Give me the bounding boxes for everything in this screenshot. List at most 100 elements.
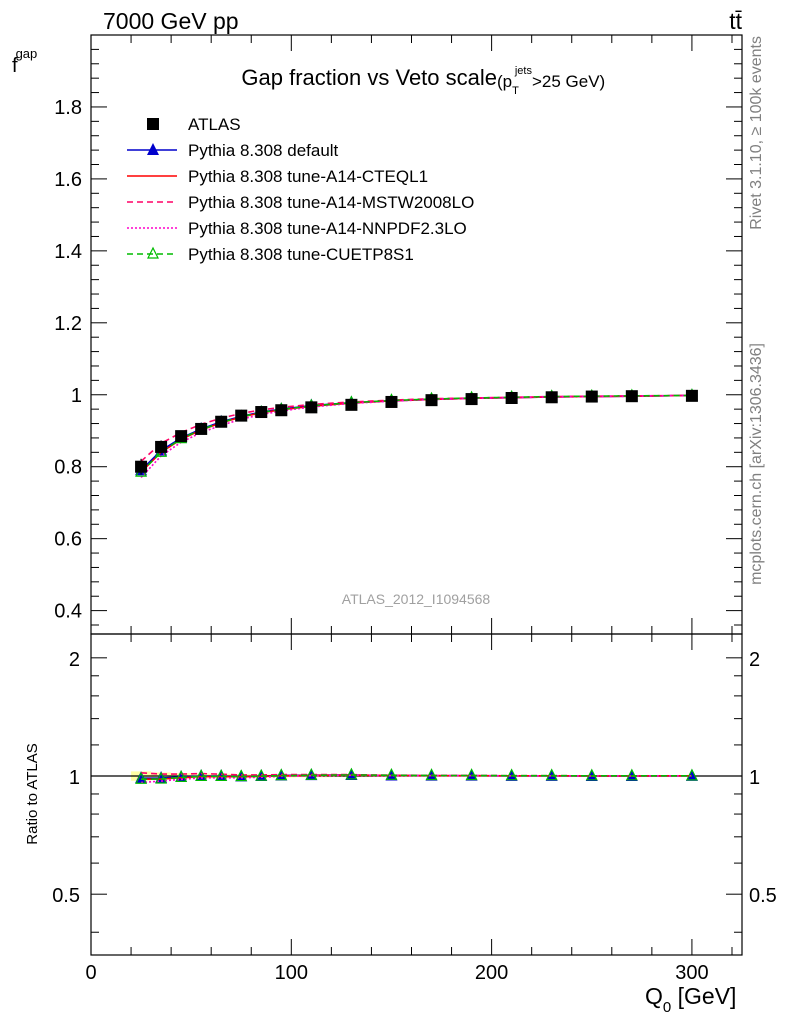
ratio-axis-label: Ratio to ATLAS: [24, 743, 41, 844]
series-3: [140, 394, 692, 462]
atlas-data-point: [385, 395, 398, 408]
atlas-data-point: [175, 430, 188, 443]
atlas-data-point: [215, 415, 228, 428]
series-1: [135, 388, 698, 476]
ratio-marker: [135, 771, 148, 784]
atlas-data-point: [235, 409, 248, 422]
ratio-marker: [385, 767, 398, 780]
atlas-data-point: [685, 389, 698, 402]
ratio-marker: [465, 768, 478, 781]
legend-item: Pythia 8.308 tune-A14-CTEQL1: [127, 167, 428, 186]
energy-label: 7000 GeV pp: [103, 8, 239, 34]
y-axis-label: fgap: [12, 46, 37, 77]
y-tick-label: 0.6: [54, 529, 82, 551]
series-line: [140, 394, 692, 471]
atlas-data-point: [195, 422, 208, 435]
legend-item: Pythia 8.308 tune-A14-NNPDF2.3LO: [127, 219, 467, 238]
ratio-marker: [625, 769, 638, 782]
chart-title-cut: (pTjets>25 GeV): [497, 65, 605, 97]
legend-label: ATLAS: [188, 115, 241, 134]
ratio-marker: [305, 767, 318, 780]
ratio-marker: [585, 768, 598, 781]
ratio-marker: [275, 768, 288, 781]
ratio-marker: [625, 768, 638, 781]
y-tick-label: 1.8: [54, 97, 82, 119]
legend-label: Pythia 8.308 tune-A14-MSTW2008LO: [188, 193, 474, 212]
series-2: [140, 394, 692, 473]
ratio-series-5: [135, 767, 698, 784]
ratio-marker: [155, 771, 168, 784]
ratio-marker: [505, 768, 518, 781]
ratio-marker: [255, 768, 268, 781]
legend-item: Pythia 8.308 tune-CUETP8S1: [127, 245, 414, 264]
atlas-data-point: [155, 440, 168, 453]
y-tick-label: 1.2: [54, 313, 82, 335]
ratio-marker: [685, 768, 698, 781]
series-line: [140, 394, 692, 462]
atlas-data-point: [465, 393, 478, 406]
x-tick-label: 200: [475, 962, 508, 984]
legend-label: Pythia 8.308 tune-CUETP8S1: [188, 245, 414, 264]
ratio-plot-frame: [90, 633, 743, 956]
atlas-data-point: [305, 401, 318, 414]
atlas-data-point: [275, 404, 288, 417]
series-4: [140, 394, 692, 479]
atlas-data-point: [425, 394, 438, 407]
ratio-marker: [195, 769, 208, 781]
ratio-marker: [175, 770, 188, 782]
ratio-line: [141, 774, 692, 781]
x-tick-label: 100: [275, 962, 308, 984]
legend-marker: [147, 246, 159, 259]
y-tick-label: 1.6: [54, 169, 82, 191]
y-tick-label: 1: [71, 385, 82, 407]
ratio-tick-label-right: 0.5: [749, 885, 777, 907]
ratio-tick-label: 1: [69, 767, 80, 789]
legend-marker: [147, 118, 159, 130]
ratio-marker: [545, 768, 558, 781]
ratio-marker: [465, 768, 478, 781]
series-line: [140, 394, 692, 473]
ratio-marker: [345, 767, 358, 780]
legend-item: Pythia 8.308 default: [127, 141, 339, 160]
process-label: tt̄: [729, 8, 742, 34]
series-line: [140, 394, 692, 473]
chart-title: Gap fraction vs Veto scale: [241, 65, 497, 90]
rivet-version-label: Rivet 3.1.10, ≥ 100k events: [748, 36, 765, 230]
ratio-tick-label: 2: [69, 649, 80, 671]
legend-marker: [147, 143, 159, 155]
analysis-watermark: ATLAS_2012_I1094568: [342, 591, 491, 607]
y-tick-label: 0.8: [54, 457, 82, 479]
atlas-data-point: [255, 406, 268, 419]
atlas-data-point: [135, 460, 148, 473]
ratio-marker: [545, 768, 558, 781]
ratio-marker: [585, 769, 598, 782]
y-tick-label: 0.4: [54, 601, 82, 623]
x-tick-label: 0: [85, 962, 96, 984]
atlas-data-point: [345, 398, 358, 411]
atlas-data-point: [585, 390, 598, 403]
series-0: [135, 389, 698, 475]
source-label: mcplots.cern.ch [arXiv:1306.3436]: [748, 343, 765, 585]
y-tick-label: 1.4: [54, 241, 82, 263]
series-5: [135, 388, 698, 477]
ratio-marker: [685, 768, 698, 781]
x-tick-label: 300: [675, 962, 708, 984]
legend-item: Pythia 8.308 tune-A14-MSTW2008LO: [127, 193, 474, 212]
atlas-data-point: [625, 390, 638, 403]
ratio-marker: [235, 769, 248, 782]
series-line: [140, 394, 692, 479]
ratio-tick-label-right: 1: [749, 767, 760, 789]
atlas-data-point: [545, 391, 558, 404]
ratio-marker: [505, 768, 518, 781]
ratio-marker: [425, 768, 438, 781]
atlas-data-point: [505, 391, 518, 404]
ratio-tick-label-right: 2: [749, 649, 760, 671]
legend-label: Pythia 8.308 tune-A14-CTEQL1: [188, 167, 428, 186]
legend-label: Pythia 8.308 tune-A14-NNPDF2.3LO: [188, 219, 467, 238]
ratio-marker: [215, 769, 228, 781]
x-axis-label: Q0 [GeV]: [645, 983, 736, 1016]
ratio-tick-label: 0.5: [52, 885, 80, 907]
legend-item: ATLAS: [147, 115, 241, 134]
legend-label: Pythia 8.308 default: [188, 141, 339, 160]
